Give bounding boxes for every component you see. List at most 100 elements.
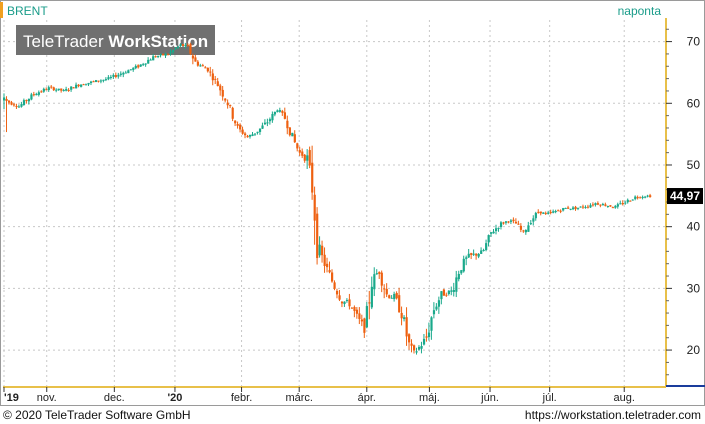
candle-up: [601, 204, 605, 206]
candle-down: [591, 204, 595, 206]
candle-down: [636, 197, 639, 199]
candle-down: [609, 205, 612, 207]
candle-up: [460, 270, 463, 274]
x-tick-label: '20: [168, 392, 183, 404]
candle-down: [350, 307, 354, 309]
candle-up: [432, 310, 436, 315]
candle-up: [465, 257, 468, 259]
candle-down: [194, 57, 197, 62]
candle-down: [326, 263, 329, 268]
candle-down: [519, 225, 523, 230]
candle-down: [378, 272, 381, 274]
candle-up: [139, 64, 142, 67]
chart-frame: BRENT naponta TeleTrader WorkStation 20 3…: [0, 0, 705, 406]
candle-down: [137, 65, 140, 68]
candle-up: [504, 221, 508, 223]
candle-down: [5, 98, 8, 101]
candle-up: [440, 291, 443, 300]
candle-up: [403, 317, 406, 319]
candle-down: [557, 210, 560, 212]
chart-title: BRENT: [7, 4, 48, 18]
candle-down: [574, 206, 577, 210]
candle-down: [442, 289, 446, 296]
candle-down: [323, 254, 326, 267]
candle-up: [266, 122, 269, 124]
candle-up: [124, 72, 127, 74]
candle-up: [144, 63, 147, 65]
candle-down: [604, 204, 607, 206]
candle-down: [405, 317, 408, 337]
candle-down: [514, 221, 518, 224]
watermark-logo: TeleTrader WorkStation: [23, 32, 208, 51]
candle-up: [132, 67, 135, 70]
copyright-text: © 2020 TeleTrader Software GmbH: [3, 408, 191, 422]
candle-down: [298, 150, 301, 153]
candle-up: [142, 64, 145, 66]
candle-down: [333, 282, 336, 289]
candle-up: [30, 94, 33, 100]
candle-down: [639, 197, 642, 199]
candle-down: [211, 73, 214, 81]
candle-down: [12, 104, 16, 106]
candle-down: [549, 211, 552, 213]
candle-up: [631, 199, 634, 201]
candle-up: [87, 82, 90, 85]
candle-up: [417, 346, 421, 350]
candle-down: [425, 336, 428, 338]
candle-up: [345, 300, 349, 302]
candle-down: [296, 143, 299, 149]
candle-down: [596, 203, 600, 205]
candle-up: [343, 301, 346, 305]
candle-down: [189, 44, 192, 54]
candle-up: [467, 253, 470, 258]
candle-up: [495, 228, 498, 232]
candle-up: [365, 306, 368, 328]
x-tick-label: '19: [4, 392, 19, 404]
candle-up: [422, 338, 426, 345]
candle-down: [522, 230, 525, 232]
candle-down: [77, 84, 80, 87]
x-tick-label: jún.: [480, 392, 499, 404]
candle-up: [375, 273, 378, 275]
candle-up: [65, 89, 68, 91]
candle-up: [554, 211, 557, 213]
candle-down: [308, 150, 311, 166]
candle-up: [646, 195, 649, 197]
candle-up: [253, 133, 257, 135]
candle-down: [321, 245, 324, 256]
candle-down: [293, 134, 296, 143]
candle-down: [599, 204, 602, 206]
candle-down: [236, 124, 239, 126]
candle-up: [547, 212, 550, 214]
candle-up: [452, 289, 455, 292]
candle-down: [226, 102, 229, 106]
source-url[interactable]: https://workstation.teletrader.com: [524, 408, 701, 422]
x-tick-label: febr.: [231, 392, 252, 404]
x-tick-label: ápr.: [358, 392, 376, 404]
candle-up: [472, 253, 475, 255]
candle-down: [224, 98, 227, 101]
candle-down: [313, 194, 316, 221]
candle-up: [480, 250, 483, 254]
candle-up: [47, 87, 50, 91]
footer: © 2020 TeleTrader Software GmbH https://…: [0, 406, 705, 424]
candle-down: [388, 295, 391, 298]
candle-down: [338, 295, 341, 300]
candle-up: [119, 73, 122, 75]
x-tick-label: júl.: [542, 392, 557, 404]
candle-down: [234, 120, 237, 124]
candle-up: [524, 229, 528, 233]
candle-up: [641, 196, 644, 198]
candle-down: [162, 53, 165, 56]
x-tick-label: aug.: [614, 392, 635, 404]
candle-up: [112, 74, 115, 77]
candle-down: [502, 222, 505, 224]
candle-down: [154, 56, 157, 58]
candle-down: [507, 221, 510, 223]
candle-up: [171, 50, 175, 53]
candle-down: [539, 211, 542, 214]
candle-up: [644, 196, 647, 198]
candle-up: [157, 56, 160, 58]
x-tick-label: dec.: [104, 392, 125, 404]
candle-up: [485, 243, 488, 251]
